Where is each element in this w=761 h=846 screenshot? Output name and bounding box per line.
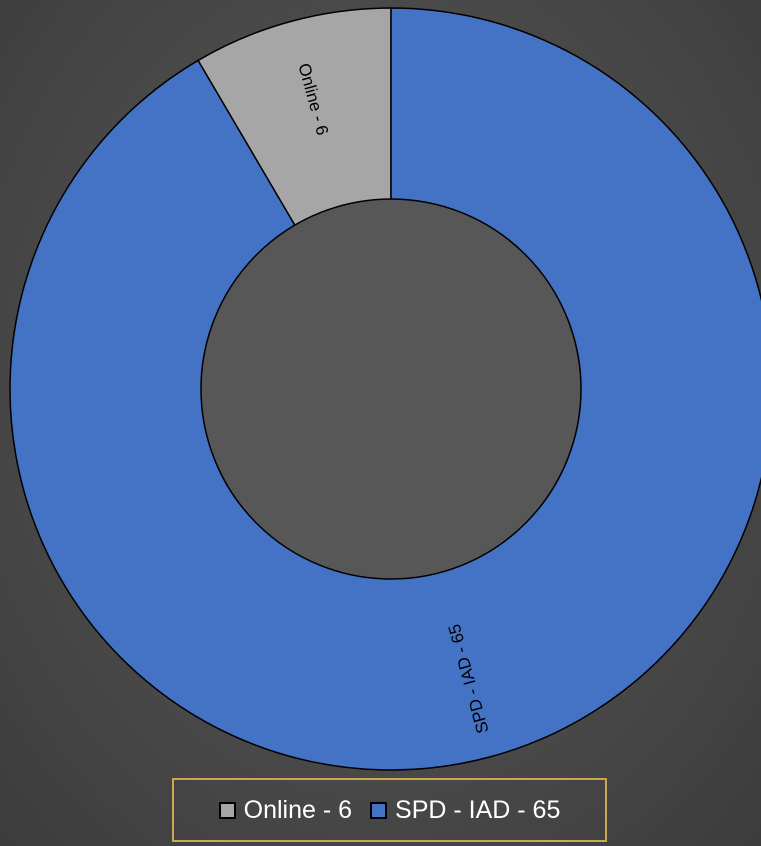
legend-swatch-spd-iad (370, 801, 388, 819)
donut-hole (200, 198, 582, 580)
legend-label-online: Online - 6 (243, 795, 353, 824)
legend-label-spd-iad: SPD - IAD - 65 (395, 795, 561, 824)
legend-swatch-online (218, 801, 236, 819)
legend-item-spd-iad: SPD - IAD - 65 (370, 796, 560, 825)
legend: Online - 6 SPD - IAD - 65 (172, 778, 607, 842)
legend-item-online: Online - 6 (218, 795, 353, 825)
